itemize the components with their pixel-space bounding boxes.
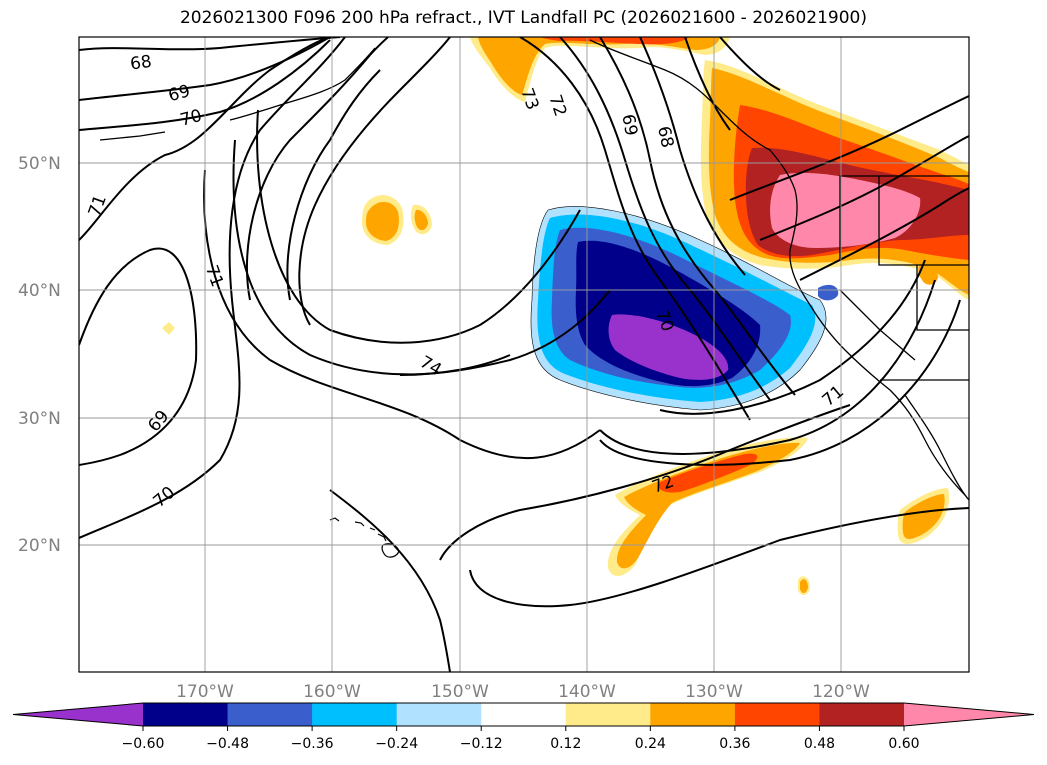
colorbar-tick-label: 0.24 [635, 736, 666, 752]
colorbar-tick-label: 0.36 [719, 736, 750, 752]
colorbar-segment [312, 703, 398, 726]
colorbar-segment [143, 703, 229, 726]
lat-label-50n: 50°N [18, 154, 61, 174]
colorbar-segment [481, 703, 567, 726]
lat-label-30n: 30°N [18, 409, 61, 429]
colorbar-segment [819, 703, 905, 726]
lon-label-160w: 160°W [303, 682, 361, 702]
colorbar-extend-high [904, 703, 1034, 726]
longitude-labels: 170°W 160°W 150°W 140°W 130°W 120°W [176, 682, 870, 702]
lon-label-170w: 170°W [176, 682, 234, 702]
colorbar-tick-label: −0.12 [460, 736, 503, 752]
colorbar-extend-low [13, 703, 143, 726]
colorbar [12, 702, 1035, 727]
lon-label-130w: 130°W [685, 682, 743, 702]
colorbar-segment [396, 703, 482, 726]
negative-anomaly-region [530, 206, 839, 411]
lon-label-140w: 140°W [558, 682, 616, 702]
colorbar-tick-label: −0.60 [122, 736, 165, 752]
lon-label-120w: 120°W [812, 682, 870, 702]
contour-label: 68 [129, 52, 153, 75]
colorbar-tick-label: −0.24 [375, 736, 418, 752]
map-title: 2026021300 F096 200 hPa refract., IVT La… [179, 8, 867, 28]
contour-label: 68 [653, 124, 677, 149]
lat-label-40n: 40°N [18, 281, 61, 301]
contour-label: 69 [617, 113, 640, 138]
colorbar-segment [565, 703, 651, 726]
graticule [79, 37, 969, 672]
latitude-labels: 50°N 40°N 30°N 20°N [18, 154, 61, 556]
positive-anomaly-region [162, 37, 969, 596]
colorbar-tick-label: −0.36 [291, 736, 334, 752]
lat-label-20n: 20°N [18, 536, 61, 556]
colorbar-tick-label: 0.12 [550, 736, 581, 752]
colorbar-tick-label: 0.48 [804, 736, 835, 752]
colorbar-ticks: −0.60 −0.48 −0.36 −0.24 −0.12 0.12 0.24 0.36 0.4… [122, 726, 920, 752]
colorbar-tick-label: 0.60 [888, 736, 919, 752]
colorbar-segment [734, 703, 820, 726]
lon-label-150w: 150°W [431, 682, 489, 702]
colorbar-segment [227, 703, 313, 726]
coastlines [99, 39, 969, 501]
colorbar-segment [650, 703, 736, 726]
colorbar-tick-label: −0.48 [206, 736, 249, 752]
plot-frame [78, 36, 970, 673]
